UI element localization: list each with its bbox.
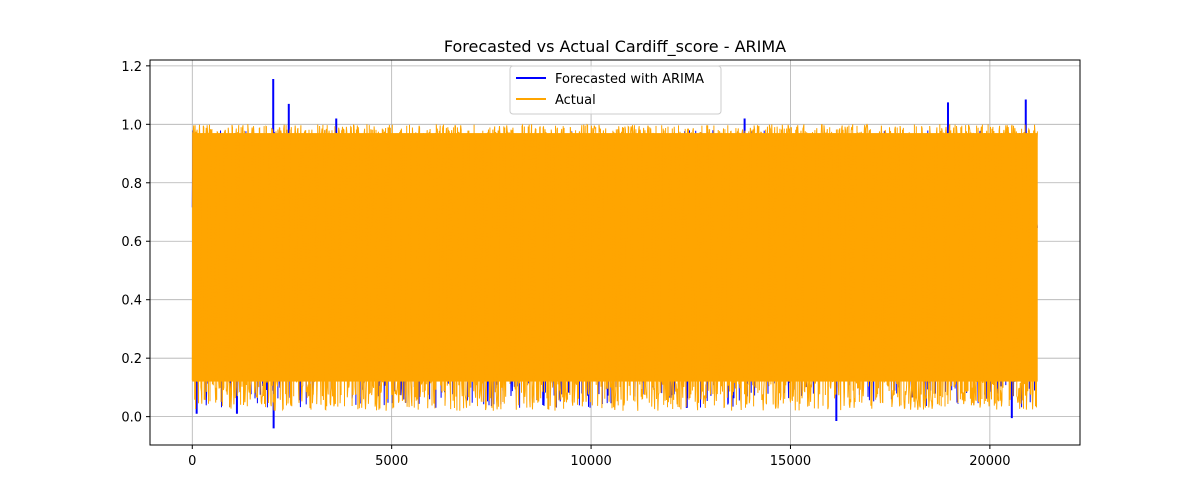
- series-layer: [191, 79, 1038, 429]
- x-tick-label: 0: [188, 454, 196, 469]
- x-axis-ticks: 0 5000 10000 15000 20000: [188, 445, 1011, 469]
- axes-frame: [149, 59, 1081, 446]
- y-tick-label: 0.6: [121, 235, 142, 250]
- x-tick-label: 10000: [570, 454, 611, 469]
- y-tick-label: 1.2: [121, 60, 142, 75]
- y-tick-label: 0.8: [121, 177, 142, 192]
- y-tick-label: 0.0: [121, 411, 142, 426]
- y-tick-label: 0.2: [121, 352, 142, 367]
- y-tick-label: 0.4: [121, 294, 142, 309]
- x-tick-label: 15000: [770, 454, 811, 469]
- series-actual-line: [191, 123, 1038, 412]
- y-tick-label: 1.0: [121, 118, 142, 133]
- legend: Forecasted with ARIMA Actual: [509, 65, 722, 115]
- x-tick-label: 5000: [375, 454, 408, 469]
- chart-title: Forecasted vs Actual Cardiff_score - ARI…: [444, 37, 786, 57]
- legend-label-forecast: Forecasted with ARIMA: [555, 72, 704, 87]
- y-axis-ticks: 0.0 0.2 0.4 0.6 0.8 1.0 1.2: [121, 60, 150, 426]
- legend-box: [509, 65, 722, 115]
- legend-label-actual: Actual: [555, 93, 596, 108]
- x-tick-label: 20000: [969, 454, 1010, 469]
